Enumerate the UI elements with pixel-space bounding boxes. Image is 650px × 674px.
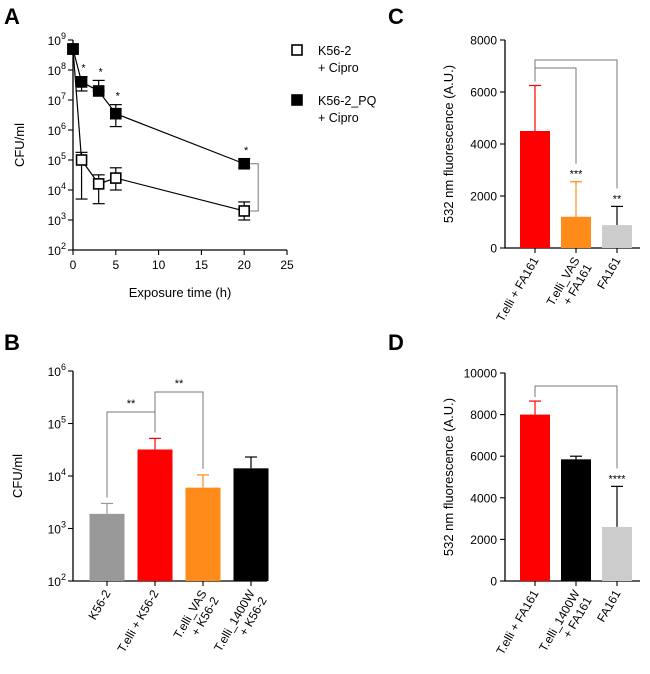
y-axis-title-a: CFU/ml <box>12 123 27 167</box>
panel-label-d: D <box>388 330 404 355</box>
y-tick-label-a: 103 <box>48 211 66 228</box>
x-tick-label-a: 5 <box>112 258 119 272</box>
data-point-a <box>92 85 105 97</box>
panel-label-b: B <box>4 330 20 355</box>
y-tick-label-a: 105 <box>48 151 66 168</box>
sig-label-c: ** <box>613 193 622 205</box>
data-point-a <box>75 76 88 88</box>
data-point-a <box>92 178 105 190</box>
y-tick-label-d: 8000 <box>470 408 497 422</box>
data-point-a <box>67 43 79 55</box>
x-tick-label-d: T.elli_1400W+ FA161 <box>536 587 595 661</box>
y-tick-label-c: 0 <box>490 242 497 256</box>
y-tick-label-a: 108 <box>48 61 66 78</box>
y-tick-label-a: 104 <box>48 181 66 198</box>
sig-star-a: * <box>81 63 86 75</box>
x-tick-label-c: FA161 <box>594 254 624 291</box>
bar-b <box>233 468 269 581</box>
legend-label-a: + Cipro <box>318 111 359 125</box>
sig-star-a: * <box>244 145 249 157</box>
y-tick-label-c: 6000 <box>470 86 497 100</box>
sig-label-d: **** <box>608 473 626 485</box>
sig-label-c: *** <box>570 169 584 181</box>
y-tick-label-c: 4000 <box>470 138 497 152</box>
y-tick-label-a: 102 <box>48 241 66 258</box>
y-tick-label-b: 104 <box>48 467 66 484</box>
data-point-a <box>238 205 250 217</box>
x-tick-label-a: 15 <box>195 258 209 272</box>
chart-d: 0 2000 4000 6000 8000 10000 532 nm fluorescenc… <box>441 367 640 661</box>
bracket-b <box>154 391 204 469</box>
chart-b: 102 103 104 105 106 CFU/ml K56-2 T.elli + K56-2… <box>10 362 270 661</box>
y-tick-label-b: 106 <box>48 362 66 379</box>
x-tick-label-a: 10 <box>152 258 166 272</box>
legend-label-a: + Cipro <box>318 61 359 75</box>
x-axis-title-a: Exposure time (h) <box>129 285 232 300</box>
sig-label-b: ** <box>175 378 184 390</box>
data-point-a <box>110 107 122 120</box>
axis-a <box>72 40 287 251</box>
x-tick-label-d: FA161 <box>594 587 624 624</box>
x-tick-label-b: T.elli + K56-2 <box>115 587 162 655</box>
x-tick-label-d: T.elli + FA161 <box>493 587 541 657</box>
chart-c: 0 2000 4000 6000 8000 532 nm fluorescence (A.… <box>441 34 640 324</box>
x-tick-label-c: T.elli_VAS+ FA161 <box>544 254 595 315</box>
y-tick-label-d: 10000 <box>464 367 498 381</box>
bar-c <box>602 225 632 248</box>
x-tick-label-b: T.elli_VAS+ K56-2 <box>171 587 222 648</box>
y-tick-label-c: 2000 <box>470 190 497 204</box>
data-point-a <box>238 157 250 170</box>
y-axis-title-b: CFU/ml <box>10 454 25 498</box>
bar-c <box>520 131 550 248</box>
data-point-a <box>110 172 122 184</box>
data-point-a <box>75 154 88 166</box>
bar-b <box>185 487 221 581</box>
y-axis-title-c: 532 nm fluorescence (A.U.) <box>441 65 456 223</box>
x-tick-label-a: 0 <box>70 258 77 272</box>
panel-label-a: A <box>4 4 20 29</box>
bar-d <box>602 526 632 581</box>
y-axis-title-d: 532 nm fluorescence (A.U.) <box>441 398 456 556</box>
x-tick-label-b: K56-2 <box>85 587 113 622</box>
sig-star-a: * <box>116 91 121 103</box>
bar-b <box>137 449 173 581</box>
y-tick-label-d: 6000 <box>470 450 497 464</box>
legend-label-a: K56-2_PQ <box>318 94 377 108</box>
legend-label-a: K56-2 <box>318 44 351 58</box>
bracket-d <box>534 385 618 469</box>
legend-marker-a <box>291 94 303 106</box>
sig-star-a: * <box>99 66 104 78</box>
y-tick-label-d: 4000 <box>470 491 497 505</box>
x-tick-label-b: T.elli_1400W+ K56-2 <box>211 587 270 661</box>
y-tick-label-a: 109 <box>48 31 66 48</box>
y-tick-label-d: 0 <box>490 575 497 589</box>
y-tick-label-c: 8000 <box>470 34 497 48</box>
bar-c <box>561 216 591 248</box>
sig-label-b: ** <box>127 398 136 410</box>
bracket-c <box>534 59 618 189</box>
bar-b <box>89 513 125 581</box>
legend-marker-a <box>291 44 303 56</box>
x-tick-label-a: 20 <box>238 258 252 272</box>
chart-a: 102 103 104 105 106 107 108 109 0 5 10 15 20 25 Exposu… <box>12 31 377 300</box>
y-tick-label-b: 102 <box>48 572 66 589</box>
panel-label-c: C <box>388 4 404 29</box>
y-tick-label-a: 107 <box>48 91 66 108</box>
y-tick-label-a: 106 <box>48 121 66 138</box>
y-tick-label-b: 105 <box>48 415 66 432</box>
y-tick-label-d: 2000 <box>470 533 497 547</box>
y-tick-label-b: 103 <box>48 520 66 537</box>
bracket-a <box>250 163 259 212</box>
x-tick-label-a: 25 <box>280 258 294 272</box>
bar-d <box>561 459 591 581</box>
x-tick-label-c: T.elli + FA161 <box>493 254 541 324</box>
bar-d <box>520 414 550 581</box>
